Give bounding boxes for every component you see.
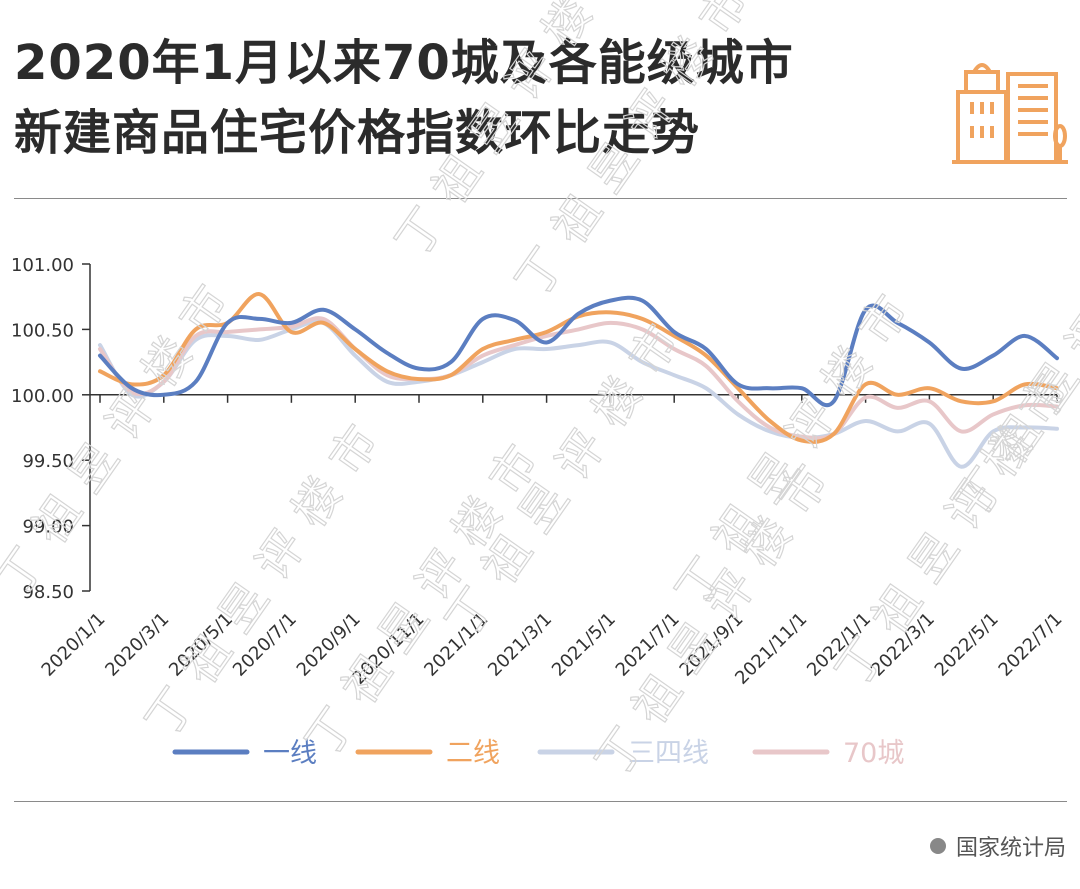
series-line-tier2	[98, 292, 1059, 444]
y-tick-label: 99.50	[22, 451, 74, 472]
x-tick-label: 2020/5/1	[165, 609, 237, 681]
y-tick-label: 100.50	[11, 320, 74, 341]
y-tick-label: 101.00	[11, 255, 74, 276]
legend-label: 二线	[446, 738, 500, 769]
x-tick-label: 2021/1/1	[420, 609, 492, 681]
legend-label: 70城	[843, 738, 904, 769]
y-axis: 98.50 99.00 99.50 100.00 100.50 101.00	[11, 255, 91, 603]
x-tick-label: 2021/7/1	[612, 609, 684, 681]
x-tick-label: 2022/1/1	[803, 609, 875, 681]
x-tick-label: 2021/3/1	[484, 609, 556, 681]
title-line-2: 新建商品住宅价格指数环比走势	[14, 105, 701, 161]
line-chart: 98.50 99.00 99.50 100.00 100.50 101.00 2020/1…	[11, 255, 1067, 769]
legend-label: 三四线	[628, 738, 709, 769]
x-tick-label: 2020/7/1	[229, 609, 301, 681]
series-lines	[98, 292, 1059, 469]
y-tick-label: 100.00	[11, 386, 74, 407]
source-note: 国家统计局	[929, 830, 1066, 862]
x-tick-label: 2022/3/1	[867, 609, 939, 681]
x-tick-label: 2020/3/1	[101, 609, 173, 681]
series-line-70city	[98, 316, 1059, 441]
source-dot-icon	[929, 838, 946, 854]
y-tick-label: 99.00	[22, 517, 74, 538]
title-line-1: 2020年1月以来70城及各能级城市	[14, 35, 794, 91]
x-tick-label: 2020/1/1	[38, 609, 110, 681]
y-tick-label: 98.50	[22, 582, 74, 603]
x-axis: 2020/1/12020/3/12020/5/12020/7/12020/9/1…	[38, 394, 1067, 689]
x-tick-label: 2021/5/1	[548, 609, 620, 681]
legend-label: 一线	[263, 738, 317, 769]
top-divider	[14, 198, 1067, 199]
x-tick-label: 2022/5/1	[931, 609, 1003, 681]
buildings-icon	[952, 63, 1068, 164]
source-label: 国家统计局	[955, 836, 1066, 861]
series-line-tier1	[98, 295, 1059, 408]
bottom-divider	[14, 801, 1067, 802]
series-line-tier34	[98, 319, 1059, 469]
chart-title: 2020年1月以来70城及各能级城市 新建商品住宅价格指数环比走势	[14, 28, 794, 168]
x-tick-label: 2022/7/1	[995, 609, 1067, 681]
legend: 一线 二线 三四线 70城	[172, 738, 904, 769]
